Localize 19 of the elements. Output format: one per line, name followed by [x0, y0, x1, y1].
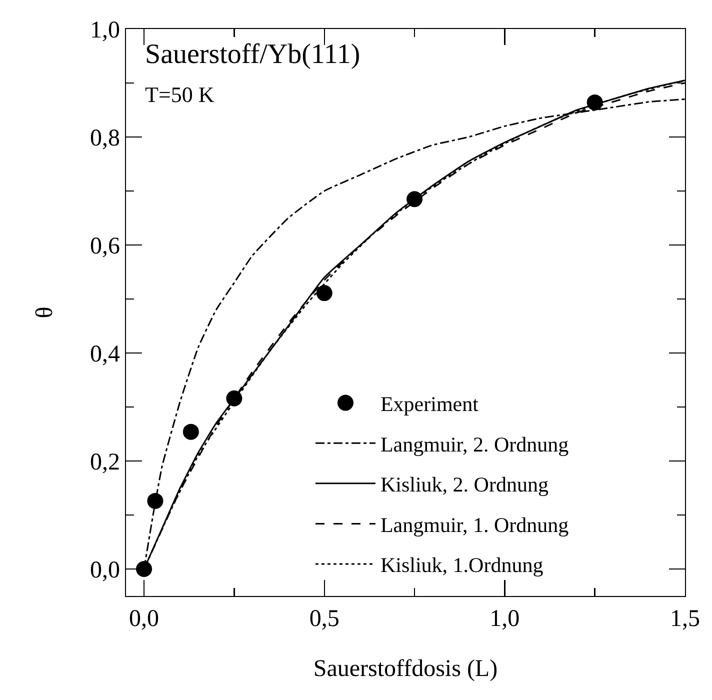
y-tick-label: 0,0 — [90, 557, 120, 584]
legend-label: Experiment — [380, 392, 479, 416]
legend-label: Langmuir, 1. Ordnung — [380, 512, 570, 537]
legend-label: Kisliuk, 1.Ordnung — [380, 553, 544, 578]
annotation: T=50 K — [145, 82, 214, 107]
y-axis-title: θ — [32, 306, 58, 318]
x-axis-title: Sauerstoffdosis (L) — [313, 656, 498, 682]
y-tick-label: 1,0 — [90, 17, 120, 44]
x-tick-label: 0,0 — [129, 606, 160, 632]
legend-label: Kisliuk, 2. Ordnung — [380, 472, 549, 497]
y-tick-label: 0,2 — [90, 449, 120, 476]
y-tick-label: 0,8 — [90, 125, 120, 152]
legend-label: Langmuir, 2. Ordnung — [380, 432, 570, 456]
x-tick-label: 0,5 — [309, 606, 340, 632]
y-tick-label: 0,6 — [90, 233, 120, 260]
annotation: Sauerstoff/Yb(111) — [145, 39, 360, 70]
x-tick-label: 1,5 — [670, 606, 700, 632]
x-tick-label: 1,0 — [490, 606, 520, 632]
y-tick-label: 0,4 — [90, 341, 120, 368]
